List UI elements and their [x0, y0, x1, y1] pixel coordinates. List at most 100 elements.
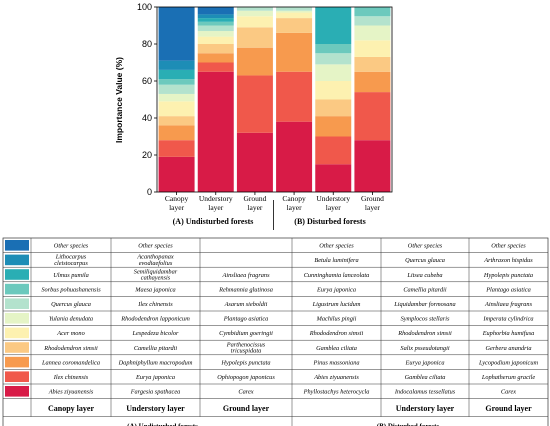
legend-cell: Salix psseudotangii	[400, 345, 449, 352]
bar-segment	[197, 44, 234, 54]
y-axis-title: Importance Value (%)	[114, 57, 124, 143]
bar-segment	[197, 53, 234, 63]
legend-cell: Ulmus pumila	[53, 272, 89, 279]
legend-cell: Asarum sieboldii	[224, 301, 268, 308]
category-label: Canopy layer	[165, 194, 189, 212]
legend-cell: Quercus glauca	[405, 257, 445, 264]
bar-segment	[315, 99, 352, 117]
bar-segment	[158, 7, 195, 61]
bar-segment	[354, 71, 391, 93]
bar-segment	[158, 69, 195, 80]
bar-segment	[197, 7, 234, 15]
bar-segment	[276, 71, 313, 122]
legend-cell: Pinus massoniana	[312, 359, 359, 366]
y-tick-label: 60	[142, 76, 152, 86]
category-label: Ground layer	[243, 194, 266, 212]
bar-segment	[158, 116, 195, 126]
legend-cell: Gerbera anandria	[486, 345, 532, 352]
bar-segment	[197, 62, 234, 72]
species-legend-table: Other species Other species Other species O…	[2, 237, 549, 426]
bar-segment	[236, 75, 273, 133]
legend-cell: Fargesia spathacea	[130, 389, 181, 396]
bar-segment	[236, 10, 273, 17]
bar-segment	[197, 71, 234, 192]
bar-segment	[236, 132, 273, 192]
category-labels: Canopy layer Understory layer Ground layer Can…	[165, 194, 384, 212]
bar-segment	[197, 36, 234, 44]
bar-segment	[315, 53, 352, 65]
bar-segment	[197, 18, 234, 22]
bar-segment	[158, 60, 195, 70]
bar-segment	[315, 116, 352, 137]
legend-swatch	[5, 356, 29, 368]
legend-cell: Other species	[408, 243, 443, 250]
bar-segment	[158, 84, 195, 94]
legend-cell: Maesa japonica	[134, 286, 175, 293]
legend-cell: Semiliquidambar cathayensis	[134, 268, 178, 281]
legend-cell: Ilex chinensis	[53, 374, 89, 381]
legend-cell: Other species	[54, 243, 89, 250]
category-label: Understory layer	[316, 194, 350, 212]
legend-cell: Carex	[501, 389, 516, 396]
legend-swatch	[5, 342, 29, 353]
bar-segment	[276, 12, 313, 19]
bar-segment	[354, 56, 391, 72]
legend-cell: Litsea cubeba	[406, 272, 442, 279]
legend-cell: Rhododendron simsii	[309, 330, 364, 337]
bar-segment	[197, 31, 234, 37]
legend-cell: Eurya japonica	[316, 286, 356, 293]
legend-cell: Quercus glauca	[51, 301, 91, 308]
table-group-label: (B) Disturbed forests	[377, 423, 440, 426]
legend-cell: Ligustrum lucidum	[312, 301, 361, 308]
legend-cell: Euphorbia humifusa	[482, 330, 535, 337]
bar-segment	[315, 7, 352, 44]
legend-cell: Cymbidium goeringii	[219, 330, 273, 337]
table-header: Understory layer	[396, 404, 455, 413]
bar-segment	[158, 125, 195, 141]
legend-cell: Other species	[491, 243, 526, 250]
legend-cell: Lespedeza bicolor	[132, 330, 180, 337]
bar-segment	[276, 7, 313, 11]
category-label: Canopy layer	[282, 194, 306, 212]
bar-segment	[315, 44, 352, 54]
y-tick-label: 100	[137, 2, 152, 12]
legend-cell: Ophiopogon japonicus	[217, 374, 275, 381]
bar-segment	[158, 79, 195, 85]
legend-cell: Arthraxon hispidus	[483, 257, 533, 264]
legend-swatch	[5, 240, 29, 251]
bar-segment	[315, 136, 352, 165]
category-label: Ground layer	[361, 194, 384, 212]
table-header: Ground layer	[485, 404, 532, 413]
legend-cell: Ainsliaea fragrans	[221, 272, 270, 279]
legend-swatch	[5, 283, 29, 295]
legend-cell: Abies ziyuanensis	[313, 374, 359, 381]
legend-swatch	[5, 386, 29, 397]
bar-segment	[276, 121, 313, 192]
bar-segment	[354, 16, 391, 26]
legend-cell: Rhododendron lapponicum	[120, 316, 190, 323]
group-label-a: (A) Undisturbed forests	[173, 217, 254, 226]
bar-segment	[197, 25, 234, 32]
bar-segment	[354, 40, 391, 57]
plot-frame	[156, 6, 393, 193]
legend-swatch	[5, 298, 29, 309]
bar-segment	[276, 18, 313, 33]
legend-cell: Carex	[238, 389, 253, 396]
legend-cell: Lannea coromandelica	[41, 359, 100, 366]
bar-segment	[276, 10, 313, 13]
bar-segment	[236, 47, 273, 76]
legend-cell: Ilex chinensis	[137, 301, 173, 308]
legend-cell: Eurya japonica	[135, 374, 175, 381]
legend-cell: Camellia pitardii	[403, 286, 447, 293]
legend-cell: Rehmannia glutinosa	[218, 286, 273, 293]
legend-cell: Hypolepis punctata	[483, 272, 533, 279]
stacked-bars	[158, 7, 391, 192]
bar-segment	[354, 140, 391, 192]
bar-segment	[236, 16, 273, 28]
legend-cell: Gamblea ciliata	[405, 374, 446, 381]
bar-segment	[197, 21, 234, 26]
legend-cell: Sorbus pohuashanensis	[41, 286, 101, 293]
bar-segment	[158, 140, 195, 157]
bar-segment	[315, 81, 352, 100]
